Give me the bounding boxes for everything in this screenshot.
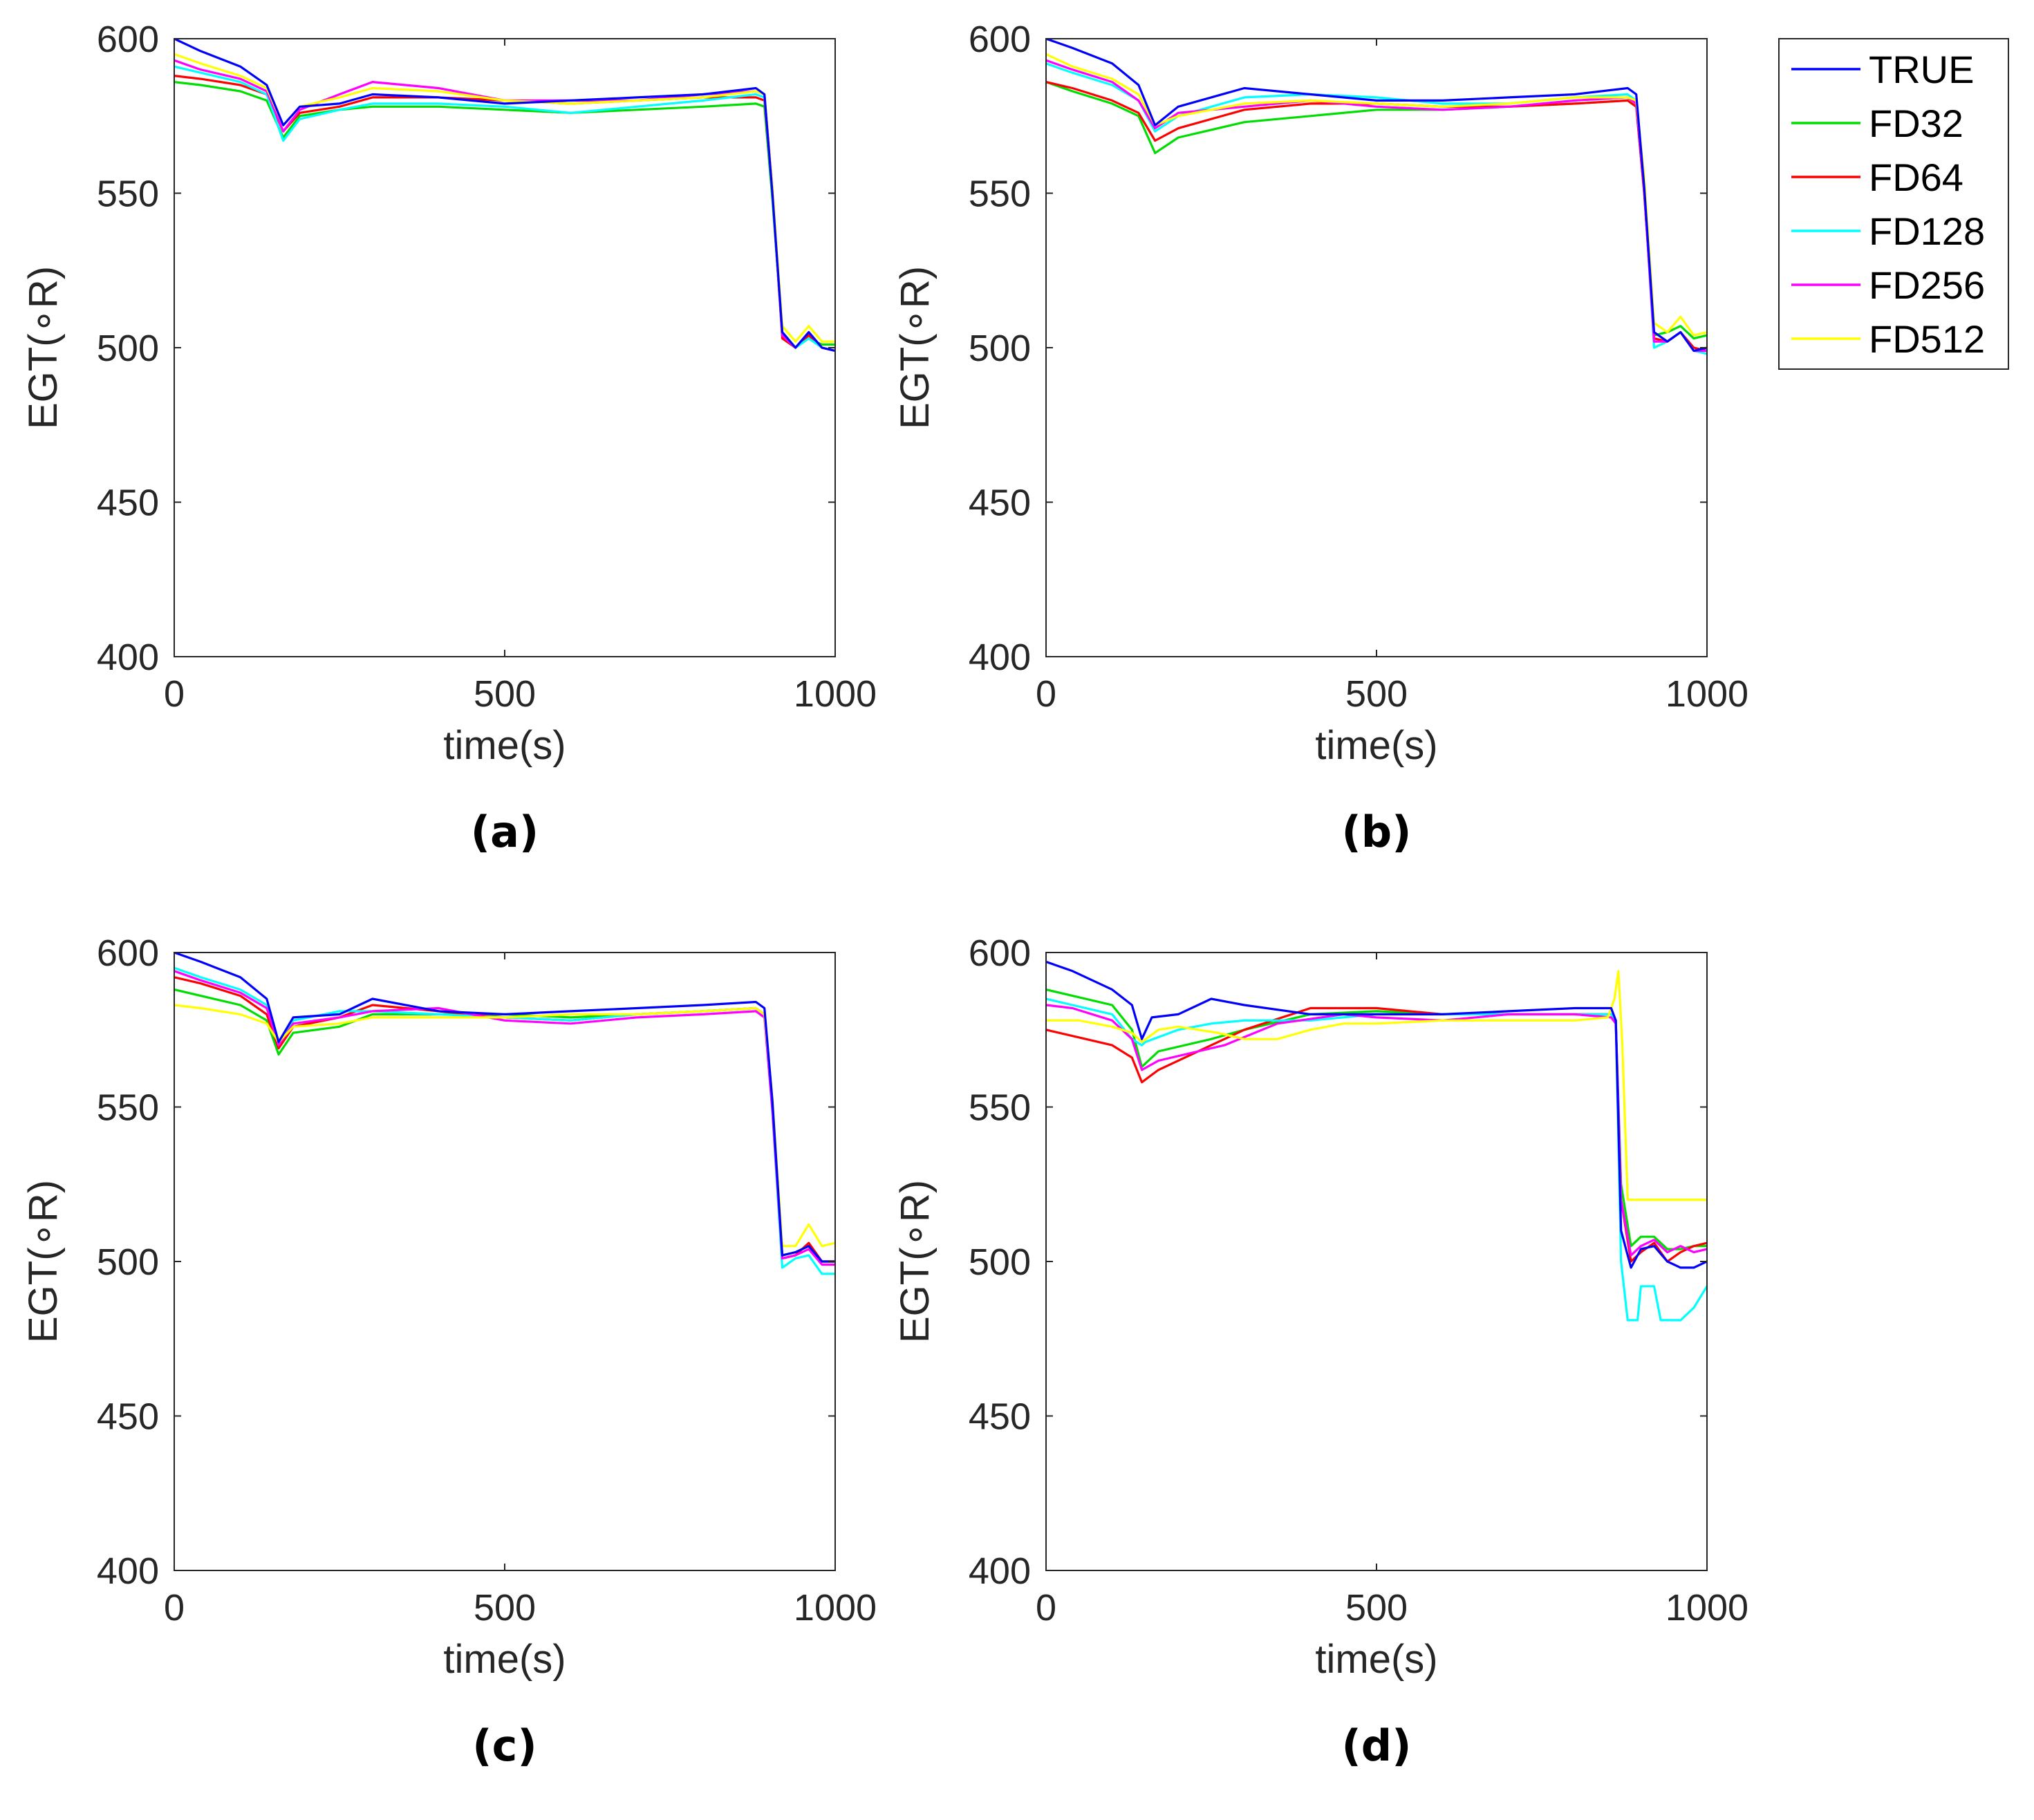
series-line-fd256 bbox=[174, 970, 835, 1266]
x-tick-label: 500 bbox=[1345, 1587, 1408, 1629]
y-tick-label: 500 bbox=[97, 328, 159, 369]
x-tick-label: 1000 bbox=[794, 673, 877, 715]
legend-item-fd64: FD64 bbox=[1791, 156, 1963, 199]
x-tick-label: 500 bbox=[474, 673, 536, 715]
legend-item-fd512: FD512 bbox=[1791, 317, 1985, 361]
legend-box bbox=[1778, 38, 2009, 370]
legend-item-fd128: FD128 bbox=[1791, 209, 1985, 253]
y-tick-label: 400 bbox=[969, 1550, 1031, 1592]
y-tick-label: 550 bbox=[97, 173, 159, 215]
series-line-true bbox=[174, 39, 835, 353]
panel-d: 0 500 1000 400 450 500 550 600 time(s) EGT(∘R) (d) bbox=[893, 932, 1748, 1771]
panel-b: 0 500 1000 400 450 500 550 600 time(s) EGT(∘R) (b) bbox=[893, 19, 1748, 857]
legend-item-true: TRUE bbox=[1791, 48, 1974, 91]
panel-caption: (c) bbox=[472, 1720, 537, 1771]
y-tick-label: 500 bbox=[969, 328, 1031, 369]
x-axis-label: time(s) bbox=[443, 723, 566, 768]
y-tick-label: 600 bbox=[97, 932, 159, 974]
series-group bbox=[174, 39, 835, 353]
x-axis-label: time(s) bbox=[1315, 723, 1437, 768]
series-line-fd512 bbox=[1046, 970, 1707, 1201]
y-axis-label: EGT(∘R) bbox=[21, 266, 66, 429]
legend-label: FD32 bbox=[1869, 102, 1963, 145]
x-axis-label: time(s) bbox=[1315, 1637, 1437, 1682]
legend-item-fd256: FD256 bbox=[1791, 263, 1985, 307]
series-line-true bbox=[174, 953, 835, 1263]
x-tick-label: 1000 bbox=[1666, 1587, 1748, 1629]
series-line-true bbox=[1046, 39, 1707, 353]
y-tick-label: 550 bbox=[97, 1087, 159, 1129]
y-tick-label: 400 bbox=[969, 637, 1031, 678]
y-axis-label: EGT(∘R) bbox=[893, 1180, 937, 1343]
x-tick-label: 0 bbox=[1036, 1587, 1056, 1629]
x-tick-label: 500 bbox=[1345, 673, 1408, 715]
y-tick-label: 500 bbox=[969, 1241, 1031, 1283]
series-group bbox=[1046, 960, 1707, 1322]
x-tick-label: 500 bbox=[474, 1587, 536, 1629]
y-tick-label: 600 bbox=[969, 19, 1031, 60]
legend-label: TRUE bbox=[1869, 48, 1974, 91]
y-tick-label: 550 bbox=[969, 173, 1031, 215]
y-tick-label: 500 bbox=[97, 1241, 159, 1283]
y-tick-label: 450 bbox=[969, 482, 1031, 524]
legend-label: FD256 bbox=[1869, 263, 1985, 307]
plot-area bbox=[174, 953, 835, 1570]
series-line-true bbox=[1046, 960, 1707, 1269]
series-line-fd512 bbox=[1046, 53, 1707, 337]
series-line-fd256 bbox=[1046, 59, 1707, 353]
y-tick-label: 400 bbox=[97, 1550, 159, 1592]
series-line-fd256 bbox=[1046, 1004, 1707, 1257]
legend-label: FD64 bbox=[1869, 156, 1963, 199]
y-tick-label: 450 bbox=[97, 482, 159, 524]
y-tick-label: 600 bbox=[97, 19, 159, 60]
x-tick-label: 1000 bbox=[1666, 673, 1748, 715]
panel-caption: (b) bbox=[1341, 807, 1411, 857]
x-tick-label: 1000 bbox=[794, 1587, 877, 1629]
y-axis-label: EGT(∘R) bbox=[21, 1180, 66, 1343]
y-tick-label: 450 bbox=[969, 1396, 1031, 1438]
legend-item-fd32: FD32 bbox=[1791, 102, 1963, 145]
x-tick-label: 0 bbox=[164, 673, 185, 715]
legend-label: FD512 bbox=[1869, 317, 1985, 361]
legend-label: FD128 bbox=[1869, 209, 1985, 253]
x-tick-label: 0 bbox=[164, 1587, 185, 1629]
y-tick-label: 550 bbox=[969, 1087, 1031, 1129]
y-tick-label: 600 bbox=[969, 932, 1031, 974]
plot-area bbox=[174, 39, 835, 657]
panel-a: 0 500 1000 400 450 500 550 600 time(s) EGT(∘R) (a) bbox=[21, 19, 877, 857]
y-tick-label: 400 bbox=[97, 637, 159, 678]
x-axis-label: time(s) bbox=[443, 1637, 566, 1682]
x-tick-label: 0 bbox=[1036, 673, 1056, 715]
series-group bbox=[174, 953, 835, 1275]
panel-caption: (a) bbox=[471, 807, 539, 857]
y-axis-label: EGT(∘R) bbox=[893, 266, 937, 429]
series-group bbox=[1046, 39, 1707, 355]
series-line-fd512 bbox=[174, 1004, 835, 1248]
y-tick-label: 450 bbox=[97, 1396, 159, 1438]
plot-area bbox=[1046, 953, 1707, 1570]
panel-c: 0 500 1000 400 450 500 550 600 time(s) EGT(∘R) (c) bbox=[21, 932, 877, 1771]
panel-caption: (d) bbox=[1341, 1720, 1411, 1771]
plot-area bbox=[1046, 39, 1707, 657]
